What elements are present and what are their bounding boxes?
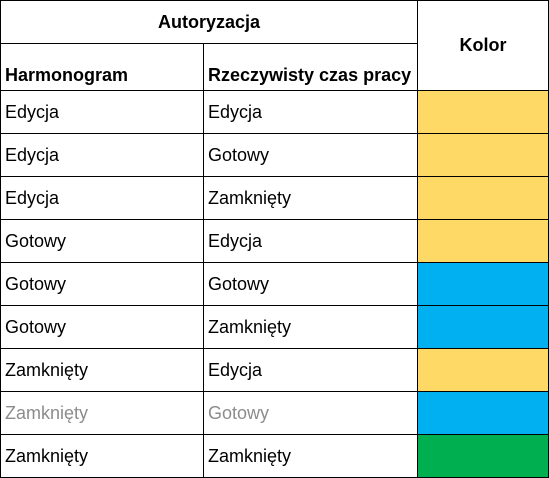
actual-work-time-cell: Gotowy (202, 262, 419, 306)
actual-work-time-cell: Zamknięty (202, 434, 419, 478)
color-swatch-cell (417, 176, 549, 220)
actual-work-time-cell: Zamknięty (202, 305, 419, 349)
actual-work-time-cell: Zamknięty (202, 176, 419, 220)
actual-work-time-cell: Edycja (202, 219, 419, 263)
color-swatch-cell (417, 391, 549, 435)
table-row: Edycja Gotowy (0, 133, 549, 177)
schedule-cell: Zamknięty (0, 348, 204, 392)
schedule-cell: Gotowy (0, 262, 204, 306)
color-swatch-cell (417, 348, 549, 392)
color-column-header: Kolor (417, 0, 549, 91)
actual-work-time-cell: Edycja (202, 348, 419, 392)
schedule-cell: Zamknięty (0, 391, 204, 435)
color-swatch-cell (417, 133, 549, 177)
actual-work-time-cell: Edycja (202, 90, 419, 134)
table-row: Edycja Edycja (0, 90, 549, 134)
color-swatch-cell (417, 90, 549, 134)
group-header-authorization: Autoryzacja (0, 0, 419, 44)
color-swatch-cell (417, 262, 549, 306)
actual-work-time-cell: Gotowy (202, 133, 419, 177)
color-swatch-cell (417, 305, 549, 349)
header-row-columns: Harmonogram Rzeczywisty czas pracy (0, 43, 549, 91)
color-swatch-cell (417, 219, 549, 263)
schedule-cell: Edycja (0, 176, 204, 220)
table-row: Zamknięty Zamknięty (0, 434, 549, 478)
schedule-cell: Gotowy (0, 219, 204, 263)
color-swatch-cell (417, 434, 549, 478)
actual-work-time-cell: Gotowy (202, 391, 419, 435)
table-row: Zamknięty Gotowy (0, 391, 549, 435)
header-row-group: Autoryzacja Kolor (0, 0, 549, 91)
schedule-column-header: Harmonogram (0, 43, 204, 91)
schedule-cell: Zamknięty (0, 434, 204, 478)
actual-work-time-column-header: Rzeczywisty czas pracy (202, 43, 419, 91)
schedule-cell: Edycja (0, 133, 204, 177)
schedule-cell: Gotowy (0, 305, 204, 349)
table-row: Zamknięty Edycja (0, 348, 549, 392)
table-row: Edycja Zamknięty (0, 176, 549, 220)
table-row: Gotowy Gotowy (0, 262, 549, 306)
schedule-cell: Edycja (0, 90, 204, 134)
table-row: Gotowy Edycja (0, 219, 549, 263)
table-row: Gotowy Zamknięty (0, 305, 549, 349)
